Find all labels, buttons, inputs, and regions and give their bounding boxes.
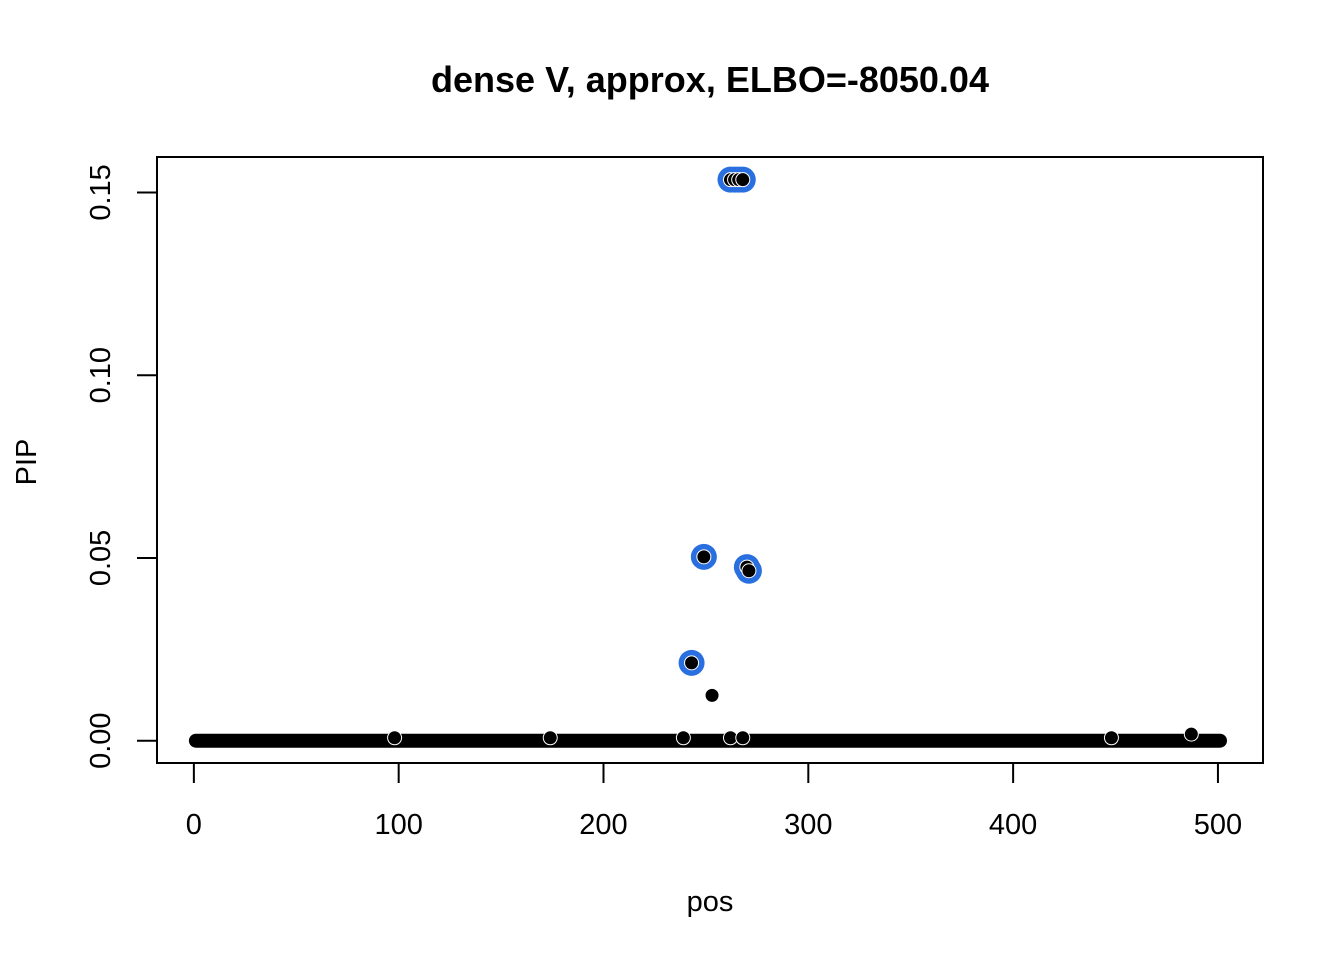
x-axis-label: pos	[687, 886, 734, 918]
y-axis: 0.00 0.05 0.10 0.15	[85, 164, 158, 769]
pip-point	[1103, 730, 1119, 746]
x-tick-label: 200	[579, 809, 627, 841]
pip-point	[387, 730, 403, 746]
pip-point	[735, 730, 751, 746]
x-tick-label: 400	[989, 809, 1037, 841]
x-tick-label: 300	[784, 809, 832, 841]
x-tick-label: 500	[1194, 809, 1242, 841]
pip-point	[704, 687, 720, 703]
y-tick-label: 0.05	[85, 530, 117, 586]
chart-title: dense V, approx, ELBO=-8050.04	[431, 59, 989, 100]
pip-point	[741, 563, 757, 579]
pip-point	[675, 730, 691, 746]
x-tick-label: 0	[186, 809, 202, 841]
pip-points	[188, 172, 1227, 748]
y-tick-label: 0.00	[85, 712, 117, 768]
x-axis: 0 100 200 300 400 500	[186, 762, 1242, 841]
plot-frame	[156, 156, 1264, 764]
pip-point	[735, 172, 751, 188]
pip-point	[684, 655, 700, 671]
y-tick-label: 0.15	[85, 164, 117, 220]
y-axis-label: PIP	[11, 439, 43, 486]
pip-point	[696, 549, 712, 565]
highlight-points	[678, 166, 762, 676]
pip-point	[542, 730, 558, 746]
x-tick-label: 100	[374, 809, 422, 841]
pip-point	[1183, 726, 1199, 742]
y-tick-label: 0.10	[85, 347, 117, 403]
